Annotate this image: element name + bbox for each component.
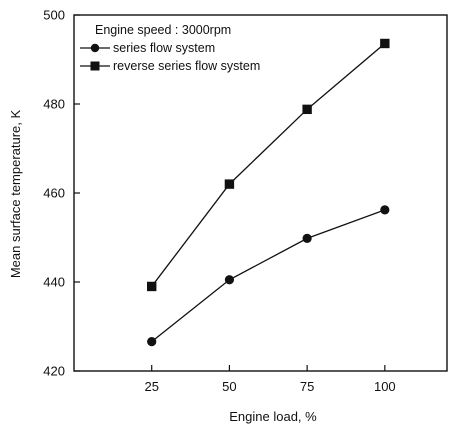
legend-label-series-flow: series flow system xyxy=(113,41,215,55)
legend-label-reverse-series-flow: reverse series flow system xyxy=(113,59,260,73)
series-line-series-flow-system xyxy=(151,209,386,343)
data-point-square xyxy=(224,179,235,189)
data-point-circle xyxy=(224,275,235,285)
data-point-square xyxy=(302,104,312,115)
x-tick-label: 25 xyxy=(144,379,158,394)
legend: Engine speed : 3000rpm series flow syste… xyxy=(80,23,260,73)
data-point-circle xyxy=(147,337,157,347)
data-point-circle xyxy=(380,205,390,215)
y-tick-label: 420 xyxy=(43,364,65,379)
x-tick-label: 50 xyxy=(222,379,236,394)
legend-marker-square xyxy=(90,61,100,71)
legend-marker-circle xyxy=(90,43,100,53)
series-line-reverse-series-flow-system xyxy=(151,42,386,287)
data-point-circle xyxy=(302,233,312,243)
y-tick-label: 460 xyxy=(43,186,65,201)
x-tick-label: 75 xyxy=(300,379,314,394)
data-point-square xyxy=(380,38,390,49)
series-layer xyxy=(147,38,390,347)
x-tick-label: 100 xyxy=(374,379,396,394)
legend-title: Engine speed : 3000rpm xyxy=(95,23,231,37)
y-tick-label: 480 xyxy=(43,97,65,112)
y-tick-label: 500 xyxy=(43,8,65,23)
x-axis-label: Engine load, % xyxy=(229,409,317,424)
axis-ticks: 420 440 460 480 500 25 50 75 100 xyxy=(43,8,395,395)
data-point-square xyxy=(147,281,157,292)
y-tick-label: 440 xyxy=(43,275,65,290)
y-axis-label: Mean surface temperature, K xyxy=(8,109,23,278)
